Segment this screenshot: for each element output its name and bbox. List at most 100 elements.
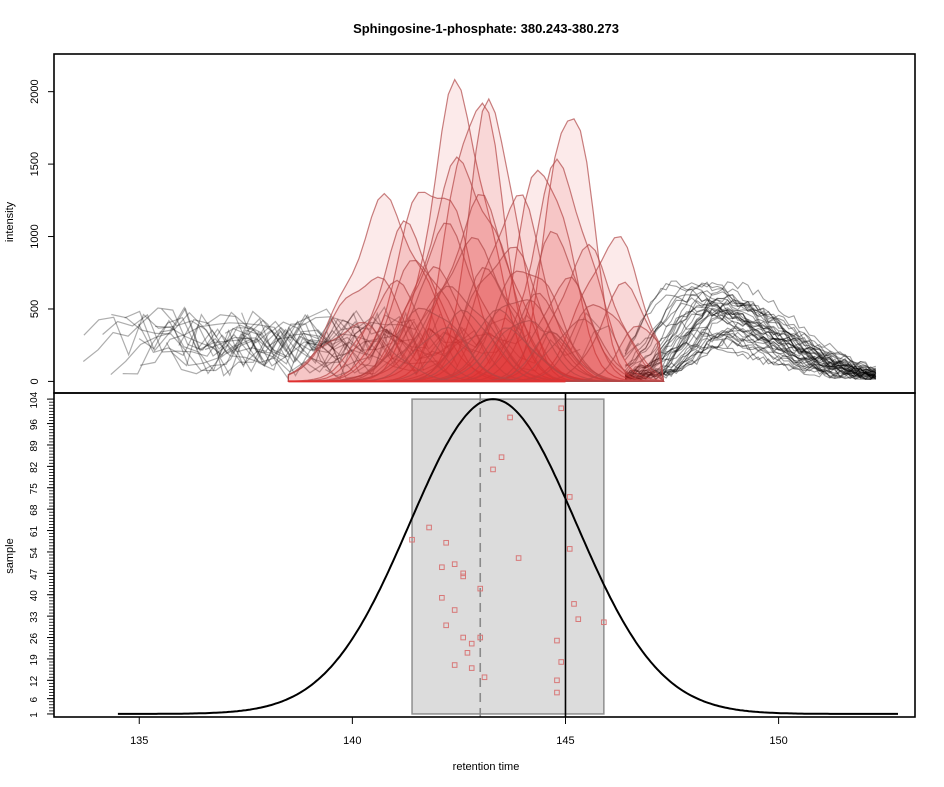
retention-time-axis-ticks: 135 140 145 150 <box>130 717 788 747</box>
sample-point <box>507 414 513 421</box>
background-traces <box>82 280 877 381</box>
background-trace <box>102 313 267 357</box>
background-trace <box>111 313 336 372</box>
sample-point <box>498 454 505 460</box>
sample-point <box>460 634 466 641</box>
background-trace <box>624 300 876 380</box>
background-trace <box>625 307 876 380</box>
background-trace <box>110 307 336 376</box>
sample-point <box>575 616 582 622</box>
background-trace <box>139 322 425 371</box>
intensity-tick-label: 2000 <box>29 79 41 103</box>
sample-tick-label: 104 <box>29 391 40 408</box>
sample-point <box>439 564 445 571</box>
retention-time-tick-label: 135 <box>130 735 148 747</box>
sample-tick-label: 40 <box>29 590 40 602</box>
background-trace <box>624 302 876 379</box>
sample-point <box>566 494 573 500</box>
intensity-axis-label: intensity <box>4 201 16 242</box>
background-trace <box>178 315 389 377</box>
background-trace <box>624 281 877 380</box>
background-trace <box>309 315 490 374</box>
sample-point <box>554 677 560 684</box>
retention-time-tick-label: 150 <box>769 735 787 747</box>
sample-point <box>601 619 607 626</box>
sample-point <box>426 524 432 531</box>
sample-point <box>443 539 449 546</box>
sample-axis-label: sample <box>4 538 16 573</box>
background-trace <box>82 307 263 362</box>
background-trace <box>624 308 876 380</box>
background-trace <box>171 311 441 377</box>
intensity-tick-label: 500 <box>29 300 41 318</box>
sample-point <box>566 546 573 552</box>
sample-point <box>460 573 466 580</box>
sample-point <box>451 561 458 567</box>
background-trace <box>624 302 877 380</box>
peak-area <box>497 304 666 382</box>
peak-area <box>365 309 570 382</box>
background-trace <box>625 342 877 380</box>
sample-point <box>451 662 458 668</box>
background-trace <box>624 299 876 379</box>
background-trace <box>625 321 877 380</box>
intensity-tick-label: 1500 <box>29 152 41 176</box>
background-trace <box>625 294 877 379</box>
background-trace <box>624 338 877 380</box>
background-trace <box>624 308 876 380</box>
background-trace <box>235 314 416 377</box>
sample-point <box>409 536 415 543</box>
sample-point <box>554 689 560 696</box>
intensity-panel: 0 500 1000 1500 2000 intensity <box>4 78 877 384</box>
sample-tick-label: 26 <box>29 633 40 645</box>
sample-tick-label: 89 <box>29 440 40 452</box>
retention-time-axis-label: retention time <box>453 761 520 773</box>
sample-point <box>477 634 484 641</box>
peak-areas <box>287 78 666 383</box>
background-trace <box>624 329 876 380</box>
peak-area <box>407 327 613 382</box>
intensity-tick-label: 0 <box>29 378 41 384</box>
sample-point <box>558 405 565 412</box>
sample-tick-label: 47 <box>29 568 40 580</box>
sample-point <box>468 640 475 647</box>
background-trace <box>624 330 877 380</box>
sample-tick-label: 96 <box>29 419 40 431</box>
peak-area <box>373 102 579 382</box>
sample-point <box>468 665 475 671</box>
sample-tick-label: 54 <box>29 547 40 559</box>
background-trace <box>624 320 877 380</box>
intensity-tick-label: 1000 <box>29 224 41 248</box>
sample-point <box>515 555 522 561</box>
peak-area <box>467 330 638 382</box>
intensity-axis-ticks: 0 500 1000 1500 2000 <box>29 79 54 384</box>
sample-point <box>460 570 466 577</box>
chart-title: Sphingosine-1-phosphate: 380.243-380.273 <box>353 21 619 36</box>
background-trace <box>624 299 876 376</box>
background-trace <box>624 282 877 379</box>
sample-axis-ticks: 1 6 12 19 26 33 40 47 54 61 68 75 82 89 96 104 <box>29 391 54 718</box>
sample-panel: 1 6 12 19 26 33 40 47 54 61 68 75 82 89 96 104 sample <box>4 391 898 718</box>
background-trace <box>124 306 305 371</box>
sample-tick-label: 6 <box>29 696 40 702</box>
background-trace <box>624 294 876 380</box>
background-trace <box>625 295 876 380</box>
retention-time-tick-label: 140 <box>343 735 361 747</box>
background-trace <box>204 320 459 368</box>
background-trace <box>624 327 876 380</box>
background-trace <box>625 314 876 379</box>
bottom-panel-frame <box>53 392 916 718</box>
sample-point <box>481 674 488 681</box>
background-trace <box>625 299 876 380</box>
background-trace <box>625 309 877 380</box>
background-trace <box>240 317 421 367</box>
background-trace <box>138 316 393 372</box>
sample-point <box>443 622 449 629</box>
background-trace <box>205 305 415 374</box>
retention-time-tick-label: 145 <box>556 735 574 747</box>
background-trace <box>624 332 876 380</box>
background-trace <box>625 281 877 380</box>
background-trace <box>624 309 877 378</box>
sample-point <box>439 594 445 601</box>
